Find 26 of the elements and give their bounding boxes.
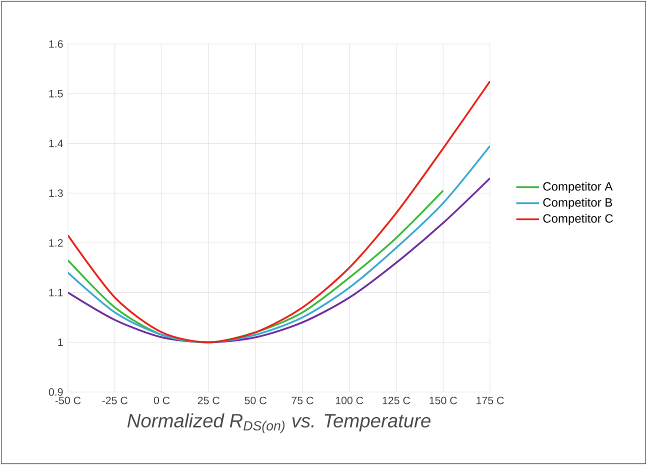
x-tick-label: 175 C xyxy=(476,396,504,404)
legend-label: Competitor B xyxy=(543,198,612,210)
y-tick-label: 1.1 xyxy=(49,288,63,296)
y-tick-label: 1.6 xyxy=(49,40,63,48)
x-tick-label: 25 C xyxy=(198,396,220,404)
x-tick-label: 0 C xyxy=(154,396,170,404)
x-tick-label: -25 C xyxy=(102,396,128,404)
legend-label: Competitor C xyxy=(543,214,613,226)
x-tick-label: 100 C xyxy=(336,396,364,404)
line-series xyxy=(68,177,490,344)
y-tick-label: 1.2 xyxy=(49,239,63,247)
line-series xyxy=(68,144,490,344)
y-tick-label: 1.4 xyxy=(49,140,63,148)
x-tick-label: 75 C xyxy=(292,396,314,404)
x-axis-title: Normalized R$_{DS(on)}$ vs. Temperature xyxy=(127,413,430,434)
y-tick-label: 1.3 xyxy=(49,189,63,197)
line-series xyxy=(68,190,444,344)
legend-label: Competitor A xyxy=(543,182,613,194)
y-tick-label: 1 xyxy=(58,338,63,346)
x-tick-label: 50 C xyxy=(244,396,266,404)
x-tick-label: 150 C xyxy=(430,396,457,404)
y-tick-label: 0.9 xyxy=(48,388,63,396)
x-tick-label: 125 C xyxy=(382,396,410,404)
line-series xyxy=(68,80,490,344)
x-tick-label: -50 C xyxy=(55,396,81,404)
y-tick-label: 1.5 xyxy=(49,90,63,98)
